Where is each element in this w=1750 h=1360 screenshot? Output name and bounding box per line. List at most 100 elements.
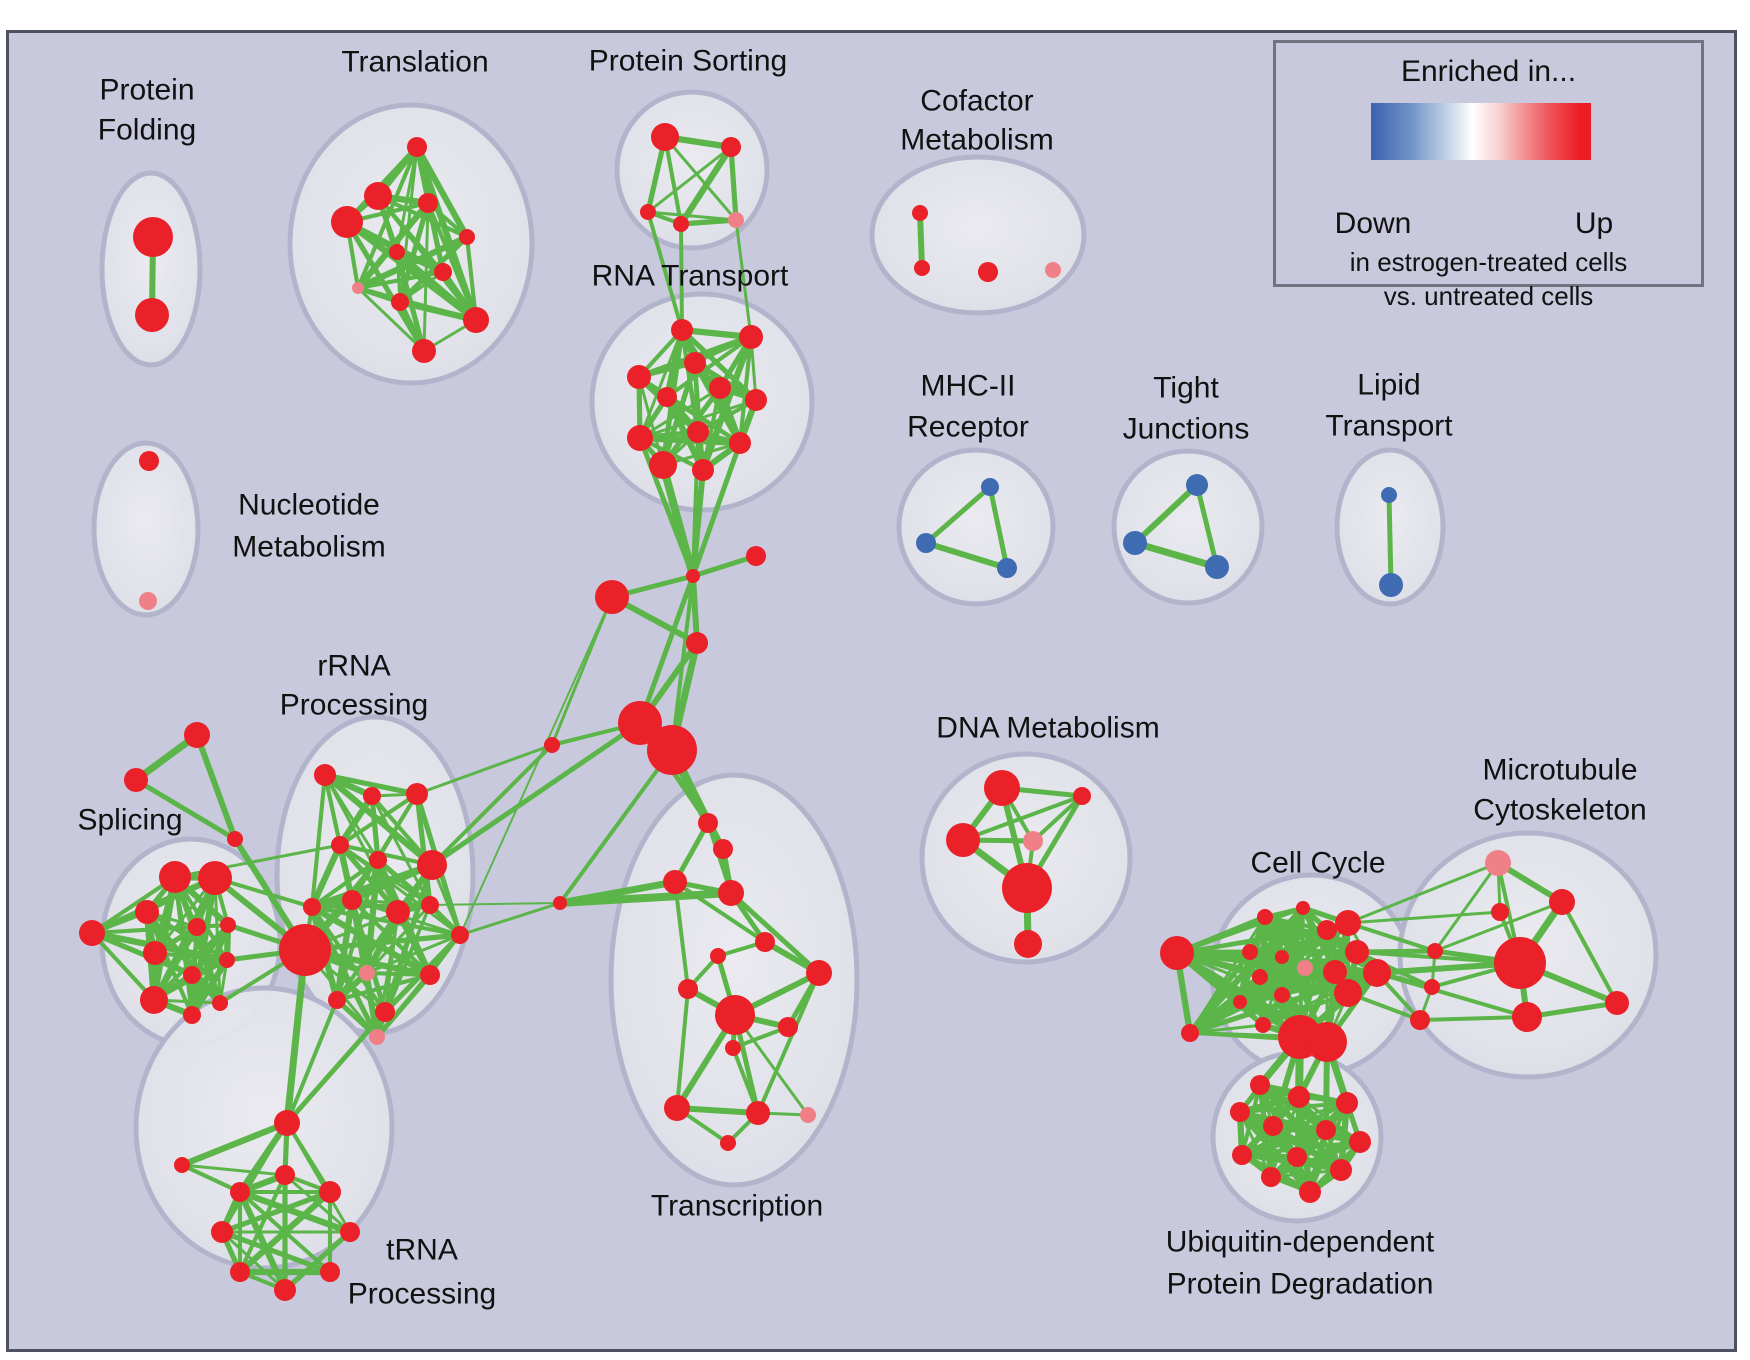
enrichment-edge	[659, 461, 697, 580]
gene-set-node-cell-cycle-12	[1335, 910, 1361, 936]
gene-set-node-rna-transport-6	[745, 389, 767, 411]
enrichment-edge	[1524, 1000, 1620, 1020]
gene-set-node-rna-transport-7	[687, 421, 709, 443]
enrichment-edge	[133, 777, 238, 842]
gene-set-node-connectors-9	[124, 768, 148, 792]
enrichment-edge	[425, 200, 479, 323]
enrichment-edge	[1346, 921, 1437, 953]
enrichment-edge	[1194, 482, 1220, 570]
gene-set-node-translation-5	[459, 229, 475, 245]
enrichment-edge	[309, 902, 433, 910]
enrichment-edge	[337, 791, 420, 848]
enrichment-edge	[415, 743, 554, 796]
enrichment-edge	[396, 298, 480, 324]
gene-set-node-rrna-processing-12	[375, 1002, 395, 1022]
gene-set-node-ubiquitin-degradation-5	[1316, 1120, 1336, 1140]
cluster-label-trna-processing-line0: tRNA	[386, 1234, 458, 1267]
gene-set-node-rna-transport-3	[627, 365, 651, 389]
cluster-ellipse-cofactor-metabolism	[869, 154, 1087, 316]
gene-set-node-nucleotide-metabolism-0	[139, 451, 159, 471]
enrichment-edge	[756, 971, 821, 1115]
enrichment-edge	[334, 909, 401, 1003]
cluster-label-ubiquitin-degradation-line1: Protein Degradation	[1167, 1268, 1434, 1301]
cluster-label-cofactor-metabolism-line1: Metabolism	[900, 124, 1053, 157]
gene-set-node-cell-cycle-11	[1317, 920, 1337, 940]
enrichment-edge	[430, 743, 554, 867]
gene-set-node-rna-transport-4	[709, 377, 731, 399]
gene-set-node-trna-processing-7	[230, 1262, 250, 1282]
gene-set-node-trna-processing-3	[319, 1181, 341, 1203]
enrichment-edge	[308, 861, 436, 911]
gene-set-node-transcription-4	[755, 932, 775, 952]
gene-set-node-trna-processing-6	[274, 1279, 296, 1301]
enrichment-edge	[337, 842, 435, 868]
gene-set-node-ubiquitin-degradation-8	[1287, 1147, 1307, 1167]
gene-set-node-rrna-processing-14	[451, 926, 469, 944]
enrichment-edge	[737, 334, 754, 446]
enrichment-edge	[355, 269, 446, 291]
gene-set-node-transcription-3	[718, 880, 744, 906]
gene-set-node-ubiquitin-degradation-11	[1299, 1181, 1321, 1203]
gene-set-node-transcription-10	[725, 1040, 741, 1056]
gene-set-node-rna-transport-0	[671, 319, 693, 341]
enrichment-edge	[151, 922, 231, 1003]
gene-set-node-cell-cycle-10	[1255, 1017, 1271, 1033]
gene-set-node-rrna-processing-0	[314, 764, 336, 786]
gene-set-node-rrna-processing-9	[359, 965, 375, 981]
gene-set-node-rrna-processing-7	[342, 890, 362, 910]
gene-set-node-trna-processing-2	[275, 1165, 295, 1185]
gene-set-node-connectors-2	[595, 580, 629, 614]
gene-set-node-protein-sorting-2	[640, 204, 656, 220]
enrichment-edge	[308, 841, 344, 911]
gene-set-node-dna-metabolism-0	[984, 770, 1020, 806]
enrichment-edge	[338, 843, 462, 937]
gene-set-node-connectors-0	[686, 569, 700, 583]
enrichment-edge	[1418, 1015, 1529, 1022]
enrichment-edge	[556, 889, 735, 907]
cluster-label-dna-metabolism-line0: DNA Metabolism	[936, 712, 1159, 745]
gene-set-node-translation-8	[391, 293, 409, 311]
gene-set-node-transcription-8	[715, 995, 755, 1035]
enrichment-edge	[734, 218, 753, 339]
gene-set-node-cell-cycle-3	[1296, 901, 1310, 915]
gene-set-node-tight-junctions-1	[1123, 531, 1147, 555]
gene-set-node-connectors-6	[544, 737, 560, 753]
enrichment-edge	[365, 933, 462, 975]
cluster-label-cofactor-metabolism-line0: Cofactor	[920, 85, 1033, 118]
gene-set-node-transcription-13	[800, 1107, 816, 1123]
enrichment-edge	[308, 903, 434, 979]
enrichment-edge	[1031, 794, 1084, 843]
cluster-label-protein-sorting-line0: Protein Sorting	[589, 45, 787, 78]
gene-set-node-rrna-processing-2	[406, 783, 428, 805]
gene-set-node-microtubule-cytoskeleton-6	[1427, 943, 1443, 959]
cluster-label-trna-processing-line1: Processing	[348, 1278, 496, 1311]
gene-set-node-cell-cycle-7	[1252, 969, 1268, 985]
gene-set-node-rrna-processing-10	[421, 896, 439, 914]
cluster-label-translation-line0: Translation	[341, 46, 488, 79]
gene-set-node-tight-junctions-2	[1205, 555, 1229, 579]
gene-set-node-microtubule-cytoskeleton-0	[1485, 850, 1511, 876]
enrichment-edge	[1346, 861, 1500, 925]
gene-set-node-rrna-processing-16	[369, 1029, 385, 1045]
enrichment-edge	[458, 901, 562, 937]
cluster-label-rrna-processing-line1: Processing	[280, 689, 428, 722]
gene-set-node-splicing-10	[212, 995, 228, 1011]
enrichment-edge	[397, 234, 470, 305]
gene-set-node-rna-transport-1	[739, 325, 763, 349]
enrichment-edge	[1346, 910, 1502, 925]
gene-set-node-rrna-processing-4	[369, 851, 387, 869]
gene-set-node-rna-transport-2	[684, 352, 706, 374]
cluster-label-tight-junctions-line0: Tight	[1153, 372, 1219, 405]
enrichment-edge	[690, 553, 759, 579]
enrichment-edge	[1236, 926, 1331, 1006]
gene-set-node-ubiquitin-degradation-0	[1250, 1075, 1270, 1095]
gene-set-node-dna-metabolism-2	[946, 823, 980, 857]
gene-set-node-rrna-processing-3	[331, 836, 349, 854]
enrichment-edge	[152, 950, 230, 963]
enrichment-edge	[1236, 948, 1254, 1006]
legend-box: Enriched in... Down Up in estrogen-treat…	[1273, 40, 1704, 311]
legend-subtitle-line2: vs. untreated cells	[1383, 281, 1594, 311]
enrichment-edge	[646, 210, 684, 332]
gene-set-node-translation-1	[364, 182, 392, 210]
gene-set-node-cell-cycle-0	[1160, 936, 1194, 970]
